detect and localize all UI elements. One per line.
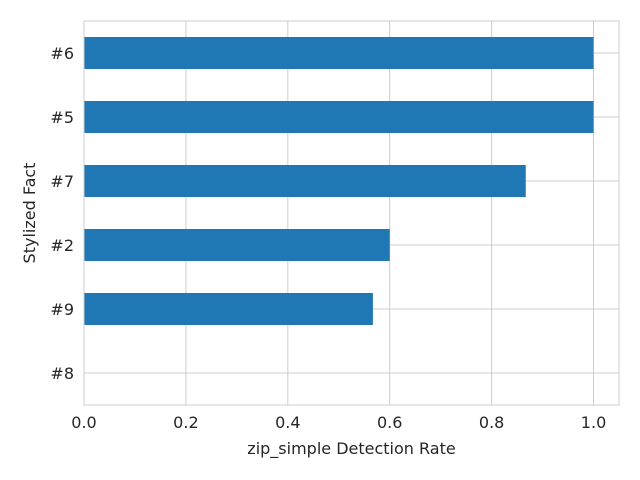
y-tick-label: #7 (50, 172, 74, 191)
bar (84, 101, 594, 133)
bar (84, 293, 373, 325)
x-tick-label: 0.4 (275, 413, 300, 432)
plot-frame (83, 20, 620, 406)
x-tick-label: 0.0 (71, 413, 96, 432)
x-tick-labels: 0.0 0.2 0.4 0.6 0.8 1.0 (71, 413, 606, 432)
x-tick-label: 0.2 (173, 413, 198, 432)
x-tick-label: 0.6 (377, 413, 402, 432)
x-tick-label: 1.0 (581, 413, 606, 432)
bar (84, 165, 526, 197)
x-axis-label: zip_simple Detection Rate (247, 439, 455, 459)
y-tick-label: #5 (50, 108, 74, 127)
bars (84, 37, 594, 325)
y-tick-label: #6 (50, 44, 74, 63)
bar (84, 229, 390, 261)
y-tick-label: #2 (50, 236, 74, 255)
gridlines (83, 21, 619, 405)
y-tick-label: #9 (50, 300, 74, 319)
bar (84, 37, 594, 69)
x-tick-label: 0.8 (479, 413, 504, 432)
y-axis-label: Stylized Fact (20, 163, 39, 264)
y-tick-labels: #6 #5 #7 #2 #9 #8 (50, 44, 74, 383)
y-tick-label: #8 (50, 364, 74, 383)
